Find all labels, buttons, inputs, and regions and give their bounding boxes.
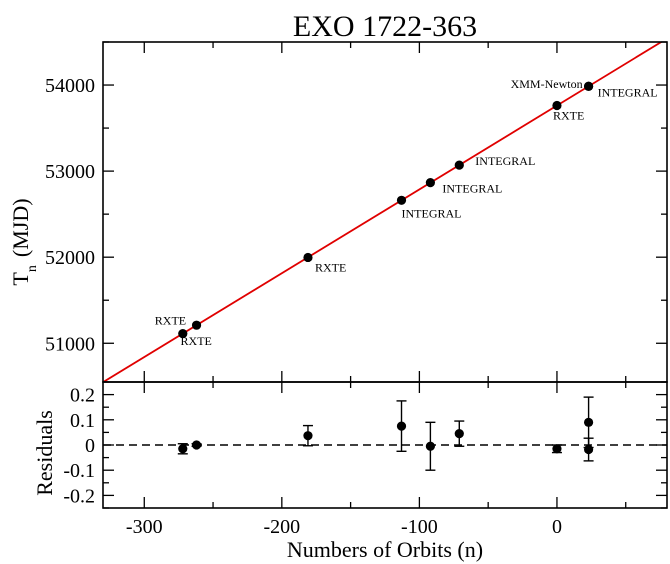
- residual-point: [191, 440, 202, 450]
- point-label: INTEGRAL: [475, 154, 535, 168]
- x-tick-label: -200: [263, 516, 300, 538]
- y-label-unit: (MJD): [8, 198, 33, 257]
- y-tick-label: 0.1: [70, 410, 95, 432]
- data-point: [396, 195, 407, 205]
- data-point: [178, 329, 188, 339]
- data-point: [583, 81, 594, 91]
- bottom-y-axis-label: Residuals: [32, 410, 57, 496]
- point-label: XMM-Newton: [511, 77, 583, 91]
- point-label: RXTE: [155, 314, 186, 328]
- x-tick-label: -300: [126, 516, 163, 538]
- point-label: INTEGRAL: [402, 206, 462, 220]
- y-tick-label: 0.2: [70, 385, 95, 407]
- y-tick-label: 0: [85, 435, 95, 457]
- residual-point: [583, 444, 594, 455]
- y-tick-label: -0.1: [63, 460, 95, 482]
- svg-text:Tn(MJD): Tn (MJD): [8, 198, 40, 285]
- top-panel: 51000 52000 53000 54000 RXTE RXTE RXTE INTEGRAL…: [45, 41, 668, 383]
- y-tick-label: 54000: [45, 75, 95, 97]
- top-y-axis-label: Tn (MJD): [8, 198, 40, 285]
- y-tick-label: 53000: [45, 161, 95, 183]
- data-point: [552, 100, 562, 111]
- y-tick-label: 52000: [45, 247, 95, 269]
- y-tick-label: -0.2: [63, 485, 95, 507]
- data-point: [191, 320, 202, 330]
- residual-point: [396, 421, 407, 431]
- chart-title: EXO 1722-363: [293, 10, 477, 43]
- data-point: [454, 160, 464, 170]
- bottom-panel-frame: [102, 381, 668, 509]
- bottom-panel: -0.2 -0.1 0 0.1 0.2 -300 -200 -100 0: [63, 381, 668, 538]
- x-tick-label: -100: [401, 516, 438, 538]
- data-point: [425, 178, 435, 188]
- x-tick-label: 0: [552, 516, 562, 538]
- point-label: RXTE: [315, 260, 346, 274]
- point-label: RXTE: [181, 334, 212, 348]
- point-label: INTEGRAL: [598, 85, 658, 99]
- y-label-main: T: [8, 272, 33, 286]
- residual-point: [552, 444, 562, 454]
- residual-point: [178, 444, 188, 454]
- data-point: [303, 252, 313, 263]
- residual-point: [425, 441, 435, 451]
- y-label-subscript: n: [25, 265, 40, 272]
- point-label: RXTE: [553, 109, 584, 123]
- residual-point: [454, 429, 464, 439]
- residual-point: [583, 417, 594, 427]
- residual-point: [303, 431, 313, 441]
- point-label: INTEGRAL: [442, 182, 502, 196]
- y-tick-label: 51000: [45, 333, 95, 355]
- x-axis-label: Numbers of Orbits (n): [287, 537, 483, 562]
